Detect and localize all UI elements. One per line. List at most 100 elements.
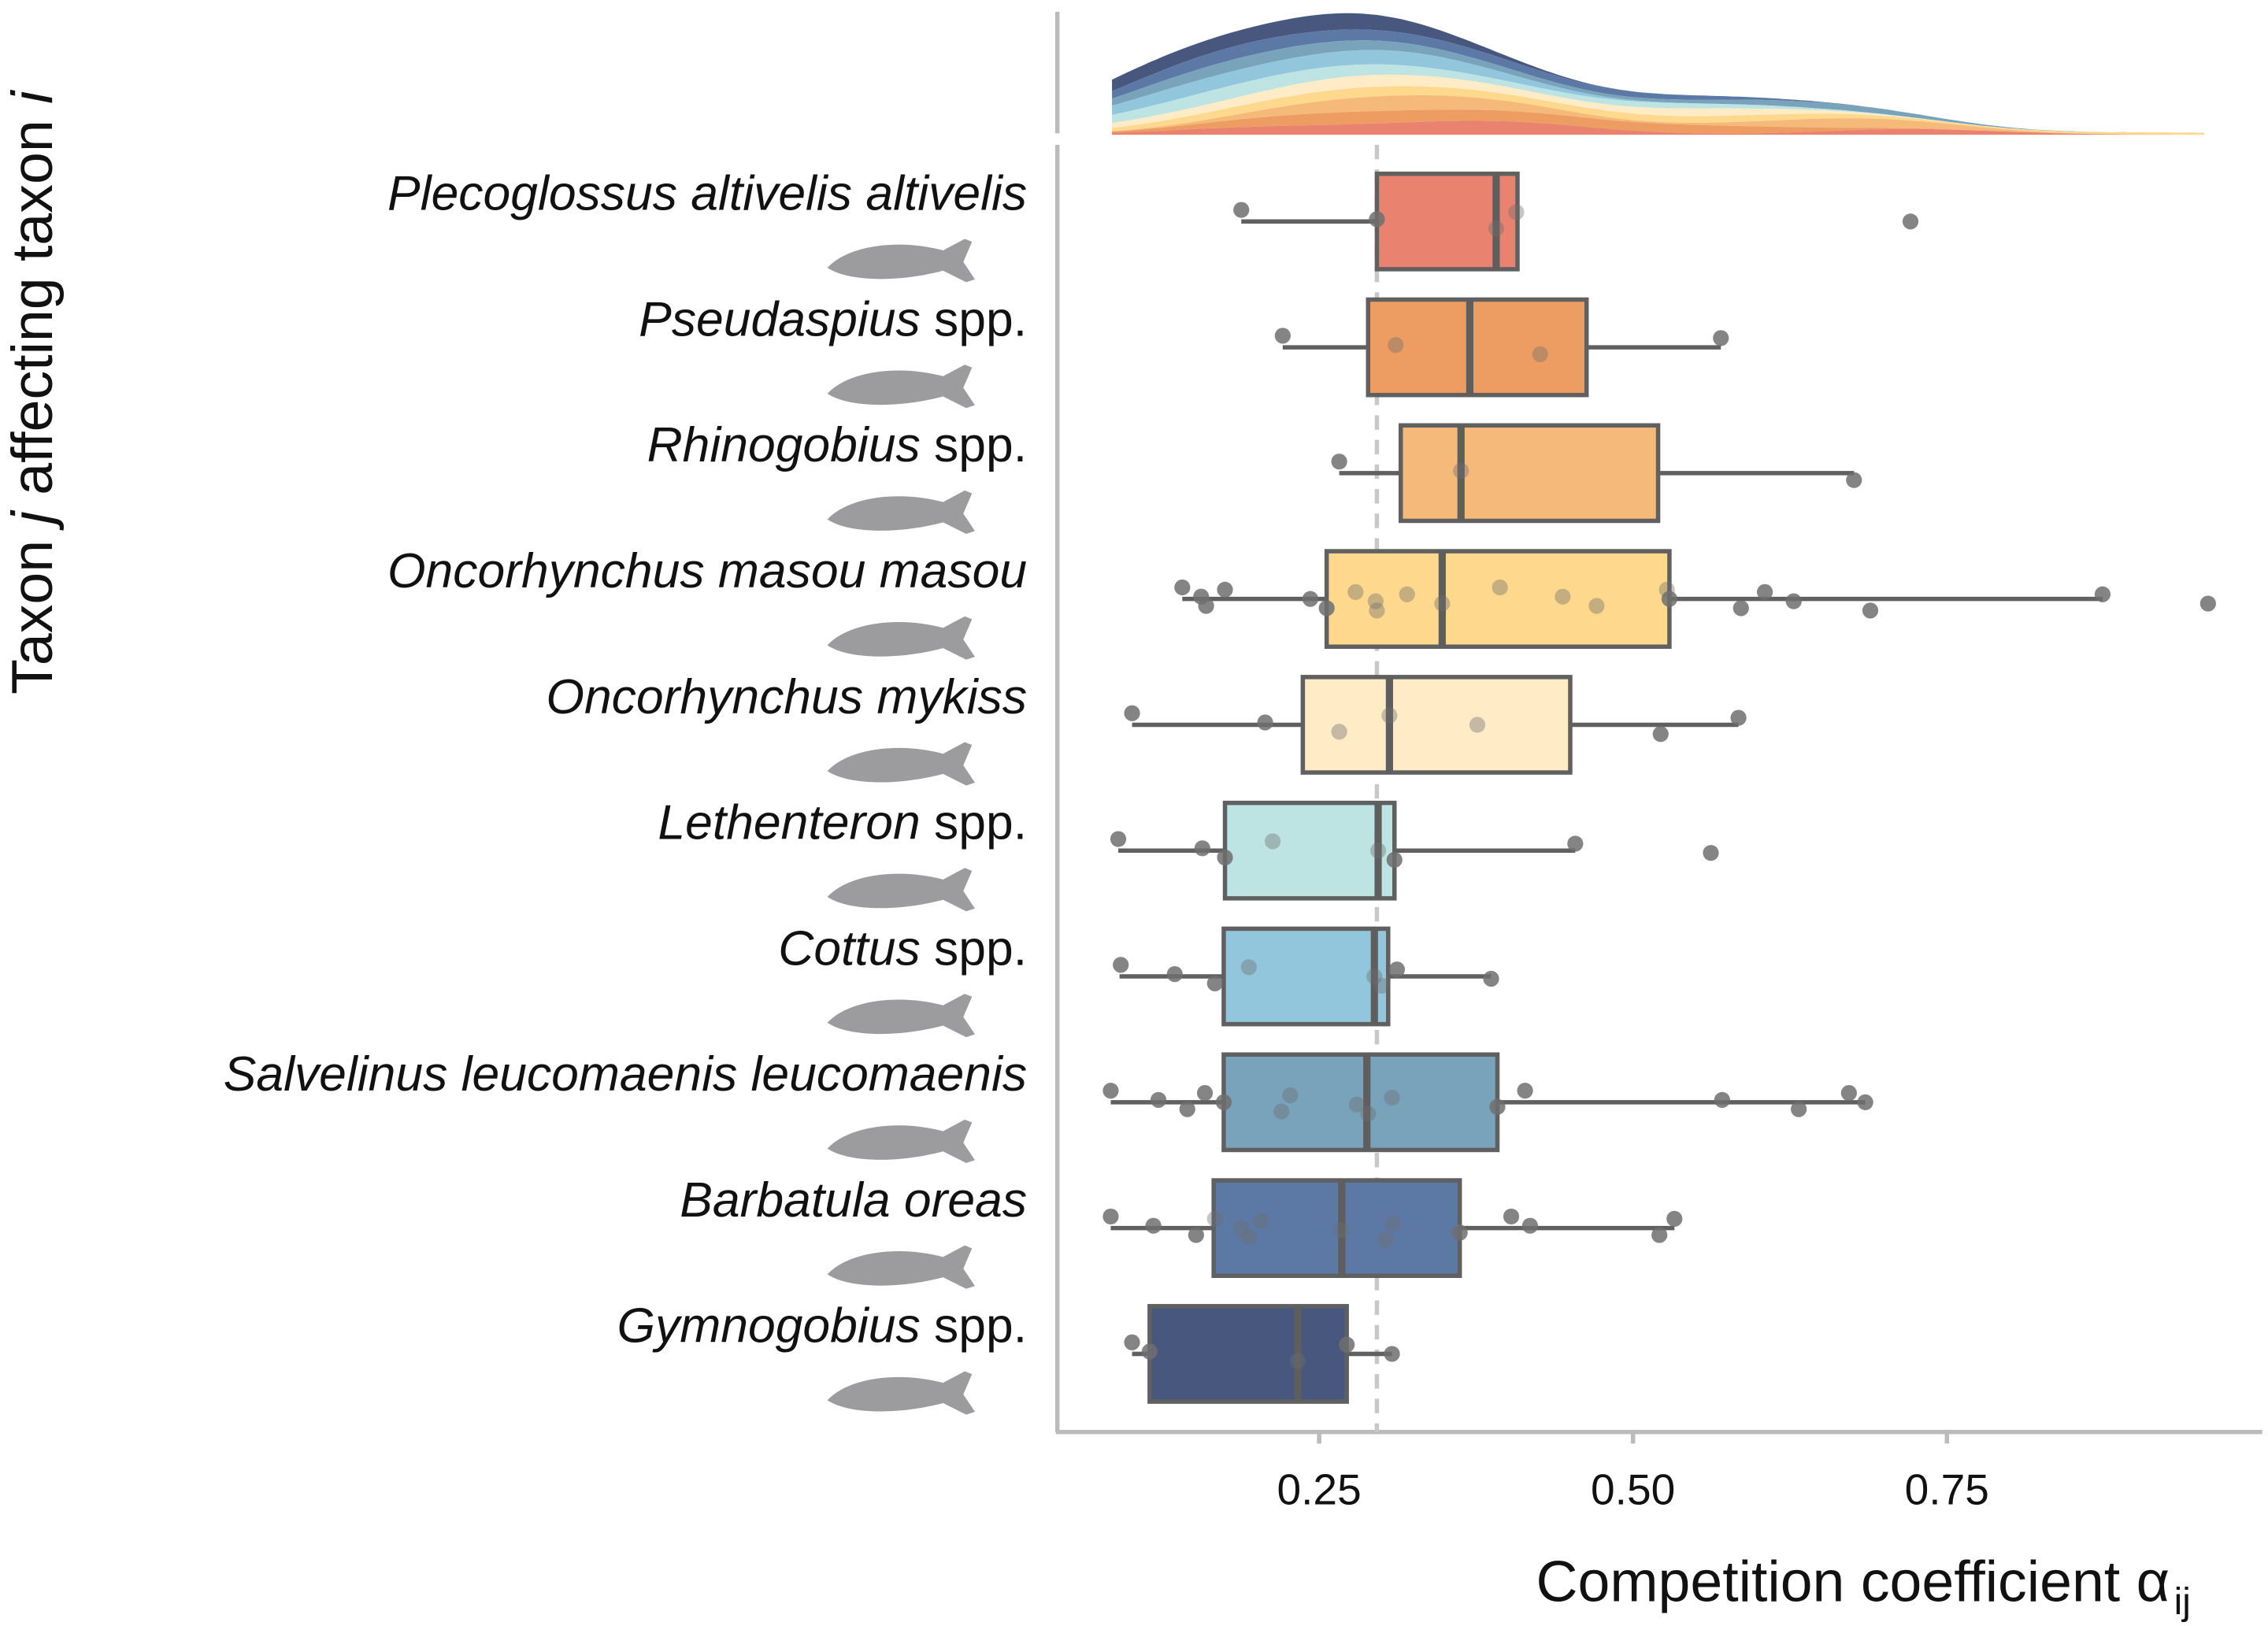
data-point: [1102, 1083, 1119, 1099]
fish-silhouette-icon: [827, 868, 975, 912]
box: [1211, 1178, 1462, 1279]
data-point: [1369, 843, 1387, 859]
data-point: [1215, 1094, 1232, 1110]
data-point: [1469, 717, 1486, 733]
data-point: [1384, 1346, 1400, 1362]
data-point: [1902, 213, 1919, 230]
data-point: [1206, 975, 1223, 991]
data-point: [1661, 591, 1678, 607]
data-point: [1713, 330, 1729, 346]
data-point: [2199, 595, 2216, 612]
data-point: [1233, 1220, 1250, 1236]
taxon-label: Rhinogobius spp.: [647, 417, 1028, 472]
data-point: [1730, 709, 1747, 726]
taxon-suffix: spp.: [921, 1298, 1027, 1354]
taxon-label: Cottus spp.: [778, 920, 1027, 976]
taxon-name: Pseudaspius: [639, 291, 921, 346]
data-point: [1145, 1217, 1162, 1234]
data-point: [1517, 1083, 1533, 1099]
data-point: [1377, 1232, 1394, 1248]
data-point: [1217, 581, 1233, 598]
taxon-suffix: spp.: [921, 920, 1027, 976]
data-point: [1253, 1213, 1269, 1229]
data-point: [1302, 591, 1319, 607]
data-point: [1651, 1227, 1668, 1243]
data-point: [1369, 602, 1385, 619]
data-point: [1451, 1224, 1468, 1241]
data-point: [1240, 959, 1257, 976]
x-axis-label: Competition coefficient α: [1536, 1549, 2170, 1614]
taxon-name: Rhinogobius: [647, 417, 921, 472]
data-point: [1791, 1101, 1807, 1117]
data-point: [1217, 849, 1233, 866]
data-point: [1588, 598, 1605, 614]
taxon-suffix: spp.: [921, 417, 1027, 472]
density-layer: [1112, 109, 2204, 135]
data-point: [1206, 1210, 1223, 1227]
data-point: [1366, 968, 1383, 985]
fish-silhouette-icon: [827, 742, 975, 786]
box: [1221, 1052, 1500, 1153]
fish-silhouette-icon: [827, 490, 975, 535]
data-point: [1488, 220, 1504, 237]
data-point: [1274, 328, 1291, 344]
box: [1324, 549, 1672, 650]
data-point: [1289, 1353, 1306, 1369]
taxon-label: Oncorhynchus masou masou: [387, 543, 1027, 598]
data-point: [1386, 851, 1403, 869]
data-point: [1399, 586, 1415, 602]
data-point: [1385, 1215, 1402, 1232]
box: [1147, 1304, 1349, 1404]
taxon-row: Lethenteron spp.: [658, 795, 1719, 912]
data-point: [1198, 598, 1214, 614]
data-point: [1453, 462, 1469, 480]
taxon-label: Gymnogobius spp.: [617, 1298, 1027, 1354]
data-point: [1434, 595, 1451, 612]
taxon-row: Oncorhynchus masou masou: [387, 543, 2216, 660]
taxon-name: Oncorhynchus mykiss: [546, 669, 1027, 724]
data-point: [1265, 833, 1281, 850]
data-point: [1373, 977, 1390, 994]
data-point: [1331, 724, 1347, 740]
data-point: [1196, 1084, 1214, 1102]
x-tick-label: 0.75: [1905, 1465, 1989, 1513]
y-axis-label: Taxon j affecting taxon i: [0, 90, 65, 694]
taxon-name: Gymnogobius: [617, 1298, 920, 1354]
taxon-label: Plecoglossus altivelis altivelis: [387, 166, 1027, 221]
data-point: [1110, 831, 1127, 847]
data-point: [1318, 600, 1335, 617]
data-point: [1124, 705, 1140, 721]
data-point: [1282, 1087, 1299, 1104]
taxon-row: Oncorhynchus mykiss: [546, 669, 1747, 786]
taxon-row: Salvelinus leucomaenis leucomaenis: [224, 1046, 1873, 1163]
data-point: [1188, 1227, 1204, 1243]
data-point: [1367, 593, 1384, 609]
data-point: [1756, 583, 1773, 600]
taxon-name: Barbatula oreas: [680, 1172, 1027, 1228]
data-point: [1331, 454, 1347, 470]
taxon-row: Pseudaspius spp.: [639, 291, 1729, 409]
data-point: [1532, 346, 1548, 362]
data-point: [1141, 1343, 1158, 1360]
taxon-label: Oncorhynchus mykiss: [546, 669, 1027, 724]
data-point: [1492, 579, 1508, 596]
data-point: [1862, 602, 1879, 619]
taxon-label: Barbatula oreas: [680, 1172, 1027, 1228]
taxon-name: Lethenteron: [658, 795, 920, 850]
data-point: [1555, 588, 1571, 605]
data-point: [1652, 726, 1669, 743]
taxon-label: Salvelinus leucomaenis leucomaenis: [224, 1046, 1027, 1102]
taxon-name: Oncorhynchus masou masou: [387, 543, 1027, 598]
taxon-name: Cottus: [778, 920, 920, 976]
data-point: [1857, 1094, 1873, 1110]
taxon-label: Pseudaspius spp.: [639, 291, 1027, 346]
taxon-name: Plecoglossus altivelis altivelis: [387, 166, 1027, 221]
fish-silhouette-icon: [827, 1245, 975, 1289]
box: [1300, 675, 1573, 775]
taxon-row: Cottus spp.: [778, 920, 1499, 1038]
fish-silhouette-icon: [827, 1371, 975, 1415]
taxon-row: Plecoglossus altivelis altivelis: [387, 166, 1919, 283]
data-point: [1521, 1217, 1539, 1234]
data-point: [1124, 1334, 1140, 1350]
